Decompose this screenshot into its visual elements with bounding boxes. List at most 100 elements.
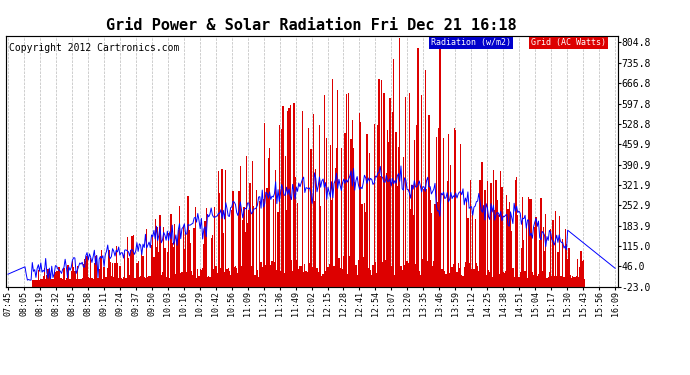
Bar (496, 200, 497, 287)
Bar (50, 279, 51, 287)
Bar (172, 243, 173, 287)
Bar (262, 267, 263, 287)
Bar (144, 277, 145, 287)
Bar (32, 280, 33, 287)
Bar (311, 267, 313, 287)
Bar (104, 267, 105, 287)
Bar (296, 260, 297, 287)
Bar (567, 260, 569, 287)
Bar (145, 278, 146, 287)
Bar (86, 255, 88, 287)
Bar (330, 145, 331, 287)
Bar (578, 277, 579, 287)
Bar (400, 266, 402, 287)
Bar (365, 212, 366, 287)
Bar (102, 279, 103, 287)
Bar (162, 272, 163, 287)
Bar (112, 263, 113, 287)
Bar (440, 270, 442, 287)
Bar (126, 278, 127, 287)
Bar (333, 266, 335, 287)
Bar (444, 271, 446, 287)
Bar (150, 276, 151, 287)
Bar (234, 267, 235, 287)
Bar (419, 272, 420, 287)
Bar (135, 279, 137, 287)
Bar (319, 125, 320, 287)
Bar (349, 256, 351, 287)
Bar (426, 189, 427, 287)
Bar (137, 261, 139, 287)
Bar (282, 106, 284, 287)
Bar (360, 122, 362, 287)
Bar (92, 279, 94, 287)
Bar (284, 273, 285, 287)
Bar (500, 171, 502, 287)
Bar (246, 156, 247, 287)
Bar (325, 271, 326, 287)
Bar (462, 276, 464, 287)
Bar (455, 129, 456, 287)
Bar (375, 262, 376, 287)
Text: Grid (AC Watts): Grid (AC Watts) (531, 38, 606, 47)
Bar (528, 197, 529, 287)
Bar (391, 266, 392, 287)
Bar (364, 203, 365, 287)
Bar (186, 272, 188, 287)
Bar (193, 228, 195, 287)
Bar (505, 271, 506, 287)
Bar (146, 229, 147, 287)
Bar (54, 272, 55, 287)
Bar (255, 190, 257, 287)
Bar (212, 235, 213, 287)
Bar (190, 243, 191, 287)
Bar (410, 209, 411, 287)
Bar (152, 235, 153, 287)
Bar (549, 273, 550, 287)
Bar (477, 266, 478, 287)
Bar (34, 280, 35, 287)
Bar (73, 267, 75, 287)
Bar (381, 80, 382, 287)
Bar (169, 278, 170, 287)
Bar (129, 275, 130, 287)
Bar (161, 274, 162, 287)
Bar (405, 97, 406, 287)
Bar (509, 202, 510, 287)
Bar (141, 251, 142, 287)
Bar (448, 134, 449, 287)
Bar (68, 265, 70, 287)
Bar (521, 248, 522, 287)
Bar (107, 268, 108, 287)
Bar (495, 180, 497, 287)
Bar (309, 263, 310, 287)
Bar (215, 266, 217, 287)
Bar (85, 261, 86, 287)
Bar (531, 199, 532, 287)
Bar (366, 134, 368, 287)
Bar (295, 177, 296, 287)
Bar (524, 271, 526, 287)
Bar (351, 139, 352, 287)
Bar (457, 263, 459, 287)
Bar (573, 277, 574, 287)
Bar (79, 279, 80, 287)
Bar (83, 264, 84, 287)
Bar (376, 273, 377, 287)
Bar (241, 266, 242, 287)
Bar (177, 230, 179, 287)
Bar (527, 278, 528, 287)
Bar (406, 261, 408, 287)
Bar (218, 171, 219, 287)
Text: Copyright 2012 Cartronics.com: Copyright 2012 Cartronics.com (8, 43, 179, 53)
Bar (116, 246, 117, 287)
Bar (46, 274, 48, 287)
Bar (550, 229, 551, 287)
Bar (59, 267, 60, 287)
Bar (224, 272, 225, 287)
Bar (304, 264, 306, 287)
Bar (377, 124, 379, 287)
Bar (431, 213, 432, 287)
Bar (134, 278, 135, 287)
Bar (277, 212, 279, 287)
